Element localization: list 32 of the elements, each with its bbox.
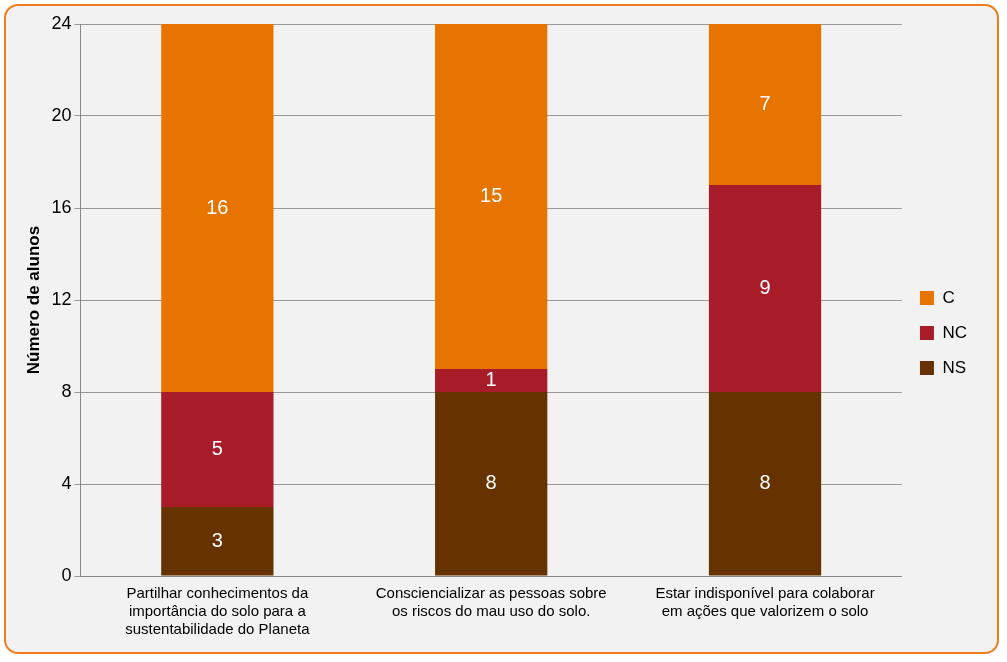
x-tick-label: Consciencializar as pessoas sobre os riscos do mau uso do solo. — [375, 584, 607, 620]
legend-label: C — [942, 287, 955, 307]
bar — [161, 24, 274, 392]
legend-label: NC — [942, 322, 968, 342]
data-label: 5 — [211, 437, 223, 460]
bar — [708, 24, 822, 185]
y-tick-label: 16 — [51, 196, 72, 217]
data-label: 7 — [759, 92, 771, 115]
legend-label: NS — [942, 357, 967, 377]
y-tick-label: 24 — [51, 12, 72, 33]
y-axis-title: Número de alunos — [23, 225, 43, 375]
x-tick-label: Partilhar conhecimentos da importância do solo para a sustentabilidade do Planeta — [125, 584, 311, 638]
x-tick-label: Estar indisponível para colaborar em ações que valorizem o solo — [655, 584, 875, 620]
data-label: 15 — [480, 184, 503, 207]
data-label: 3 — [211, 528, 223, 551]
y-tick-label: 20 — [51, 104, 72, 125]
bar — [708, 392, 822, 576]
bar — [435, 392, 548, 576]
bar — [435, 369, 548, 392]
data-label: 16 — [206, 195, 229, 218]
bar — [435, 24, 548, 369]
y-tick-label: 8 — [61, 380, 72, 401]
y-tick-label: 12 — [51, 288, 72, 309]
bar — [161, 392, 274, 507]
data-label: 8 — [485, 471, 497, 494]
data-label: 1 — [485, 368, 497, 391]
bar — [708, 185, 822, 392]
y-tick-label: 0 — [61, 564, 72, 585]
bar — [161, 507, 274, 576]
data-label: 9 — [759, 276, 771, 299]
y-tick-label: 4 — [61, 472, 72, 493]
data-label: 8 — [759, 471, 771, 494]
